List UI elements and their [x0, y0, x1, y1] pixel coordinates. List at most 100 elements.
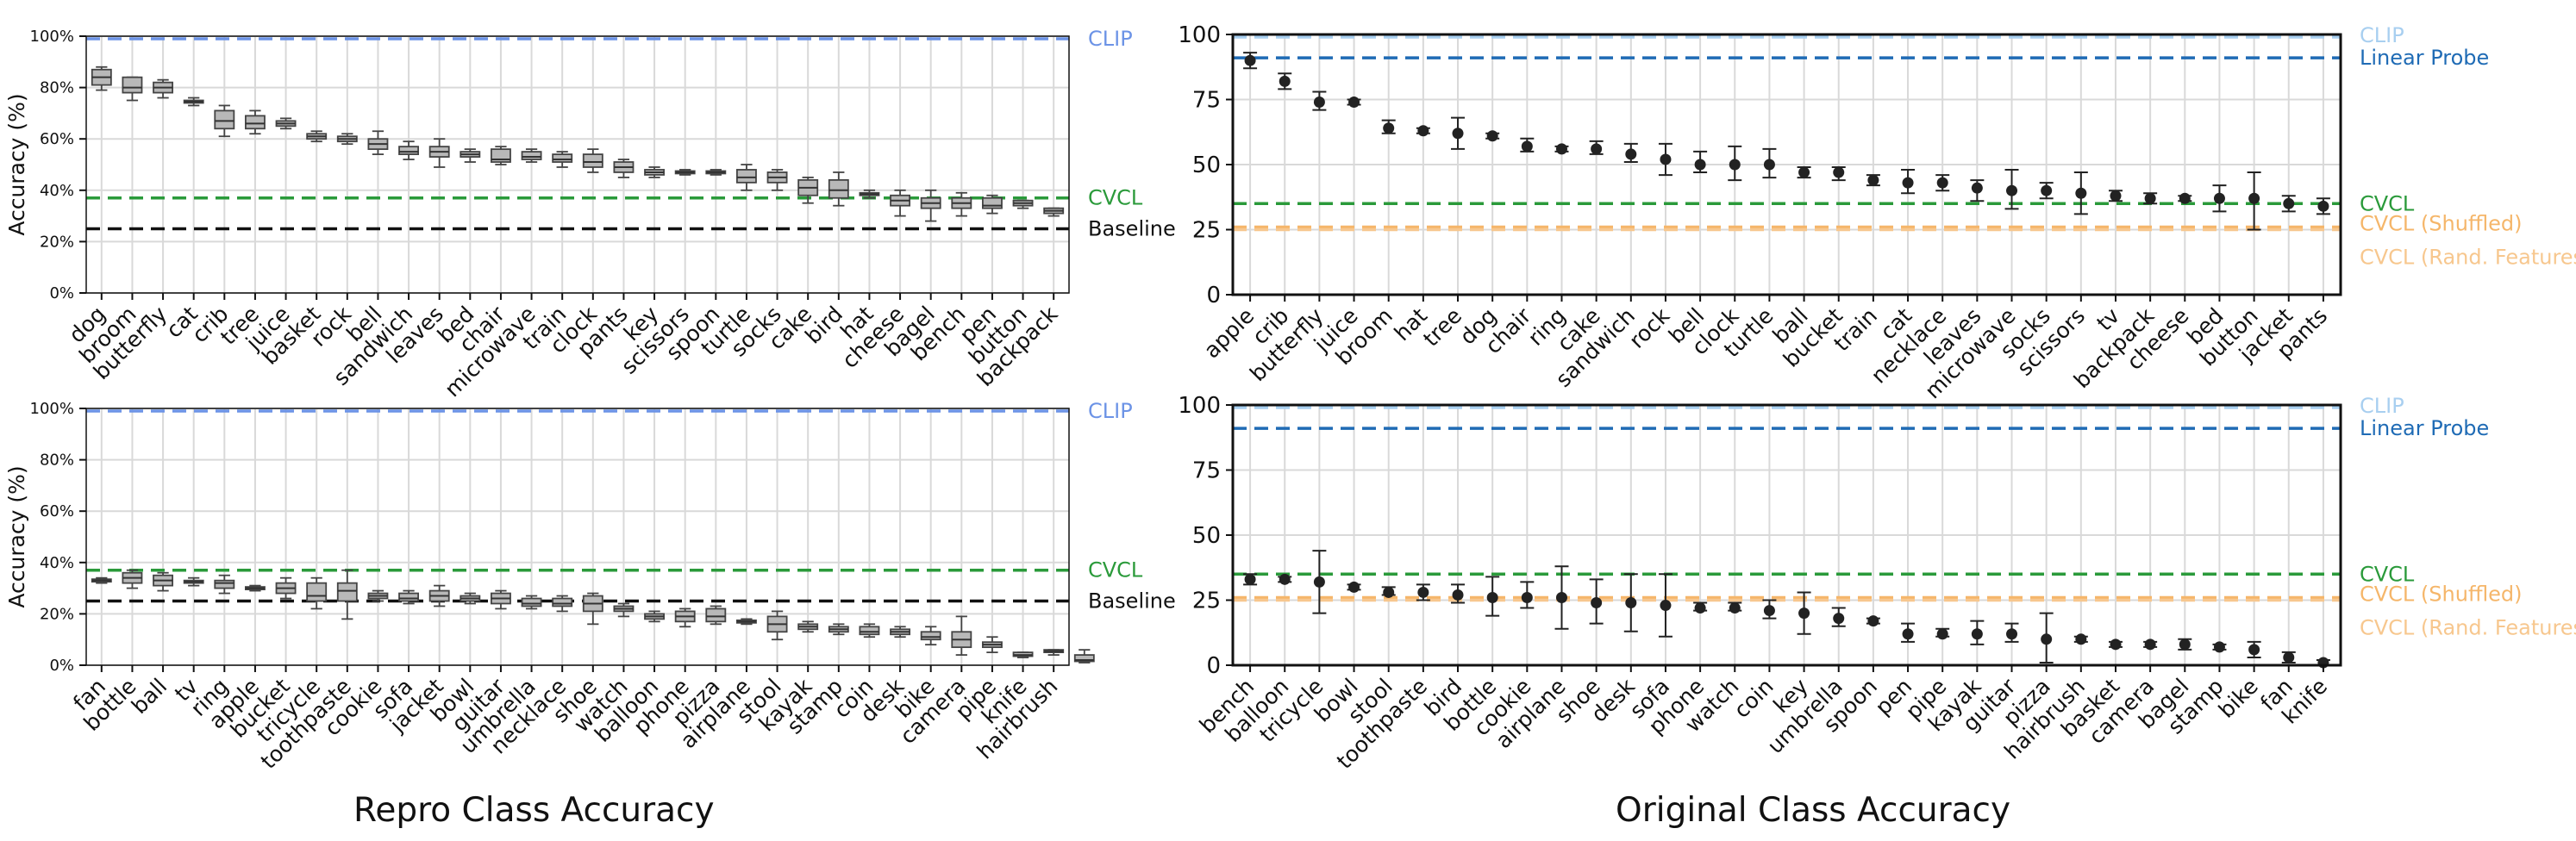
box-cat — [183, 97, 204, 107]
data-point — [1383, 586, 1395, 598]
point-airplane — [1554, 565, 1569, 630]
point-bucket — [1831, 166, 1846, 182]
data-point — [1348, 581, 1360, 593]
box-undefined — [1073, 649, 1095, 663]
y-axis-label: Accuracy (%) — [4, 465, 29, 607]
box-pipe — [981, 636, 1003, 653]
box-pen — [981, 194, 1003, 215]
data-point — [1902, 177, 1914, 189]
data-point — [1694, 602, 1706, 614]
data-point — [1971, 182, 1983, 194]
data-point — [2075, 187, 2087, 199]
plot-frame — [1231, 33, 2342, 296]
data-point — [2110, 190, 2122, 202]
point-sandwich — [1623, 142, 1638, 163]
box-body — [214, 109, 235, 130]
data-point — [1902, 628, 1914, 640]
data-point — [1555, 143, 1567, 155]
reference-label: CVCL (Shuffled) — [2360, 582, 2523, 606]
y-tick-label: 75 — [1192, 88, 1221, 114]
point-bench — [1243, 573, 1258, 586]
point-pizza — [2039, 612, 2054, 663]
box-body — [705, 607, 727, 623]
data-point — [2006, 184, 2018, 196]
data-point — [1936, 177, 1948, 189]
data-point — [1660, 600, 1672, 612]
y-tick-label: 25 — [1192, 218, 1221, 244]
box-sofa — [398, 589, 420, 605]
box-body — [1073, 654, 1095, 663]
data-point — [1279, 75, 1291, 87]
box-body — [859, 626, 880, 636]
point-pen — [1901, 622, 1916, 643]
box-body — [336, 582, 358, 602]
box-bird — [828, 171, 849, 207]
box-airplane — [735, 618, 757, 626]
y-tick-label: 50 — [1192, 153, 1221, 178]
point-stool — [1381, 586, 1396, 598]
y-tick-label: 60% — [40, 130, 74, 148]
plot-frame — [85, 35, 1070, 294]
data-point — [1244, 54, 1256, 66]
y-tick-label: 40% — [40, 554, 74, 572]
point-balloon — [1278, 573, 1292, 585]
reference-label: CVCL — [1088, 558, 1143, 582]
point-pipe — [1935, 627, 1950, 640]
box-sandwich — [398, 140, 420, 160]
point-rock — [1658, 142, 1673, 177]
reference-label: CLIP — [1088, 27, 1133, 51]
y-tick-label: 0% — [49, 657, 74, 675]
box-tv — [183, 576, 204, 587]
data-point — [1763, 159, 1775, 171]
y-tick-label: 100 — [1178, 393, 1221, 419]
data-point — [1383, 122, 1395, 134]
box-ball — [153, 571, 174, 592]
box-apple — [244, 584, 266, 592]
box-tree — [244, 109, 266, 135]
point-broom — [1381, 119, 1396, 134]
point-toothpaste — [1416, 583, 1430, 601]
point-bike — [2247, 640, 2261, 658]
box-microwave — [521, 148, 542, 163]
data-point — [1521, 591, 1533, 603]
box-body — [920, 631, 941, 641]
point-watch — [1728, 601, 1742, 614]
data-point — [1452, 128, 1464, 140]
point-spoon — [1866, 615, 1880, 627]
point-bagel — [2178, 638, 2192, 651]
point-stamp — [2212, 641, 2227, 653]
data-point — [1763, 605, 1775, 617]
y-tick-label: 50 — [1192, 523, 1221, 549]
box-body — [552, 597, 573, 607]
data-point — [2179, 639, 2191, 651]
box-stool — [766, 610, 788, 641]
point-tricycle — [1312, 550, 1327, 614]
chart-panel-2: 0%20%40%60%80%100%fanbottleballtvringapp… — [4, 399, 1176, 774]
y-tick-label: 80% — [40, 79, 74, 97]
box-bench — [951, 191, 972, 217]
box-balloon — [644, 610, 666, 623]
point-butterfly — [1312, 90, 1327, 111]
box-leaves — [428, 138, 450, 168]
point-basket — [2108, 639, 2123, 651]
data-point — [1867, 615, 1879, 627]
box-rock — [336, 133, 358, 146]
data-point — [1833, 613, 1845, 625]
point-bell — [1693, 150, 1708, 174]
data-point — [2317, 200, 2329, 212]
data-point — [1729, 602, 1741, 614]
chart-panel-3: 0255075100applecribbutterflyjuicebroomha… — [1178, 22, 2576, 403]
point-backpack — [2143, 192, 2158, 205]
data-point — [2144, 639, 2156, 651]
point-button — [2247, 171, 2261, 231]
box-socks — [766, 169, 788, 191]
y-tick-label: 100% — [30, 400, 74, 418]
data-point — [1279, 573, 1291, 585]
data-point — [1591, 143, 1603, 155]
box-dog — [91, 65, 112, 91]
point-clock — [1728, 145, 1742, 182]
box-pizza — [705, 605, 727, 626]
box-umbrella — [521, 595, 542, 610]
data-point — [1555, 591, 1567, 603]
